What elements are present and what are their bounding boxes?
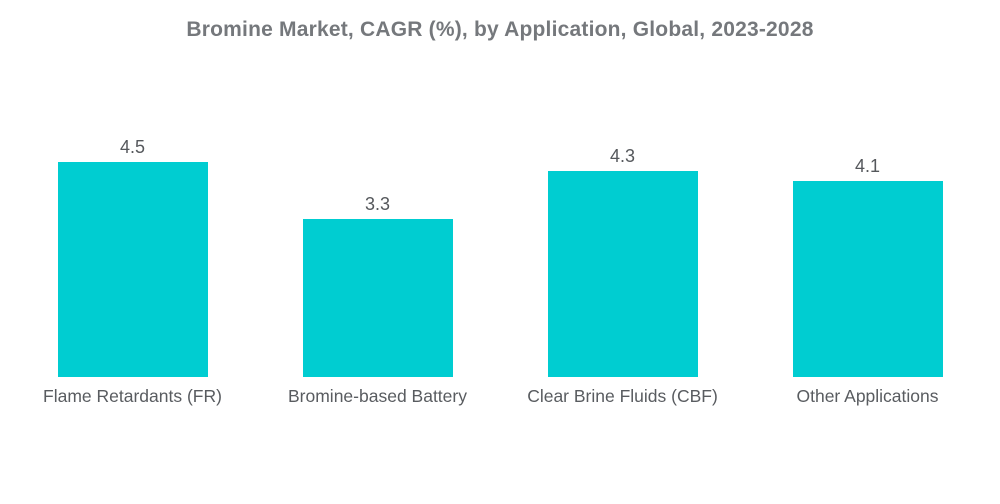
category-label: Bromine-based Battery [288, 386, 467, 406]
bar [792, 181, 943, 377]
bar [302, 219, 453, 377]
category-label: Flame Retardants (FR) [43, 386, 222, 406]
bar-value-label: 3.3 [364, 194, 391, 214]
bar-value-label: 4.3 [609, 146, 636, 166]
category-label: Other Applications [796, 386, 939, 406]
chart-title: Bromine Market, CAGR (%), by Application… [186, 18, 814, 41]
bar-group: 4.1 [745, 157, 990, 377]
bar [547, 171, 698, 377]
bar-group: 4.5 [10, 138, 255, 377]
bar-value-label: 4.1 [854, 156, 881, 176]
bar-value-label: 4.5 [119, 137, 146, 157]
plot-area: 4.5 3.3 4.3 4.1 [10, 60, 990, 377]
category-label: Clear Brine Fluids (CBF) [527, 386, 718, 406]
bar-group: 3.3 [255, 195, 500, 377]
category-labels-row: Flame Retardants (FR) Bromine-based Batte… [10, 386, 990, 407]
bar [57, 162, 208, 377]
bar-group: 4.3 [500, 147, 745, 377]
